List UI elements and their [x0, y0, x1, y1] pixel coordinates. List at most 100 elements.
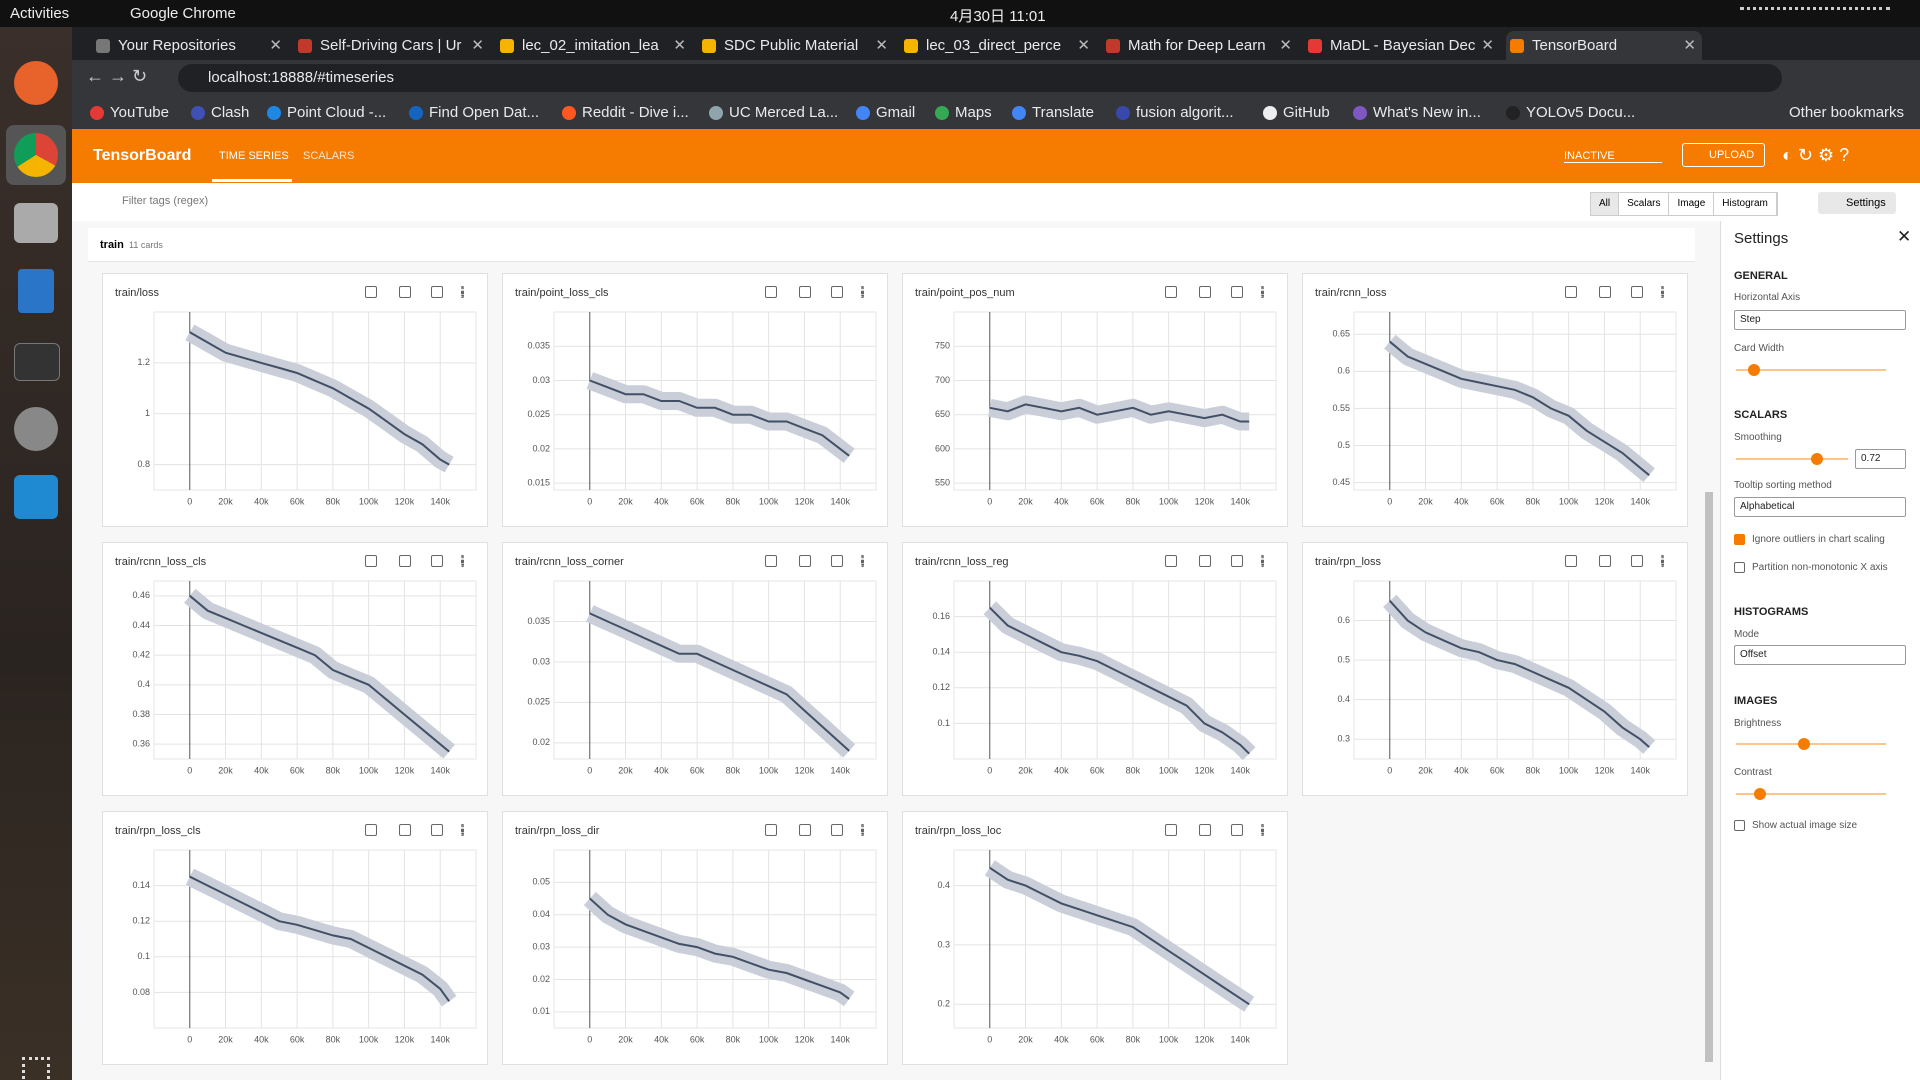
- card-action[interactable]: [765, 824, 777, 836]
- bookmark[interactable]: GitHub: [1263, 104, 1330, 121]
- tab-close[interactable]: ✕: [1077, 37, 1090, 54]
- card-width-slider[interactable]: [1736, 364, 1886, 376]
- card-action[interactable]: [861, 286, 864, 298]
- tab-close[interactable]: ✕: [1683, 37, 1696, 54]
- tab-close[interactable]: ✕: [875, 37, 888, 54]
- card-action[interactable]: [1199, 824, 1211, 836]
- smoothing-slider[interactable]: [1736, 453, 1848, 465]
- card-action[interactable]: [1199, 286, 1211, 298]
- card-action[interactable]: [765, 555, 777, 567]
- slider-knob[interactable]: [1754, 788, 1766, 800]
- bookmark[interactable]: UC Merced La...: [709, 104, 838, 121]
- checkbox[interactable]: [1734, 562, 1745, 573]
- tab-close[interactable]: ✕: [471, 37, 484, 54]
- slider-knob[interactable]: [1748, 364, 1760, 376]
- writer-icon[interactable]: [18, 269, 54, 313]
- card-action[interactable]: [399, 555, 411, 567]
- card-action[interactable]: [365, 286, 377, 298]
- close-settings[interactable]: ✕: [1897, 227, 1912, 246]
- files-icon[interactable]: [14, 203, 58, 243]
- card-action[interactable]: [1599, 286, 1611, 298]
- browser-tab[interactable]: MaDL - Bayesian Dec ✕: [1304, 31, 1500, 60]
- type-filter-option[interactable]: All: [1591, 193, 1620, 215]
- card-action[interactable]: [365, 555, 377, 567]
- card-action[interactable]: [1165, 286, 1177, 298]
- settings-icon[interactable]: [14, 407, 58, 451]
- checkbox[interactable]: [1734, 820, 1745, 831]
- upload-button[interactable]: UPLOAD: [1682, 143, 1766, 167]
- vscode-icon[interactable]: [14, 475, 58, 519]
- browser-tab[interactable]: Self-Driving Cars | Ur ✕: [294, 31, 490, 60]
- checkbox-checked[interactable]: [1734, 534, 1745, 545]
- card-action[interactable]: [1565, 555, 1577, 567]
- card-action[interactable]: [831, 555, 843, 567]
- card-action[interactable]: [399, 286, 411, 298]
- filter-input[interactable]: Filter tags (regex): [122, 195, 209, 207]
- firefox-icon[interactable]: [14, 61, 58, 105]
- other-bookmarks[interactable]: Other bookmarks: [1789, 104, 1905, 121]
- card-action[interactable]: [365, 824, 377, 836]
- horizontal-axis-select[interactable]: Step: [1734, 310, 1906, 330]
- group-header[interactable]: train 11 cards: [88, 228, 1695, 262]
- contrast-slider[interactable]: [1736, 788, 1886, 800]
- scrollbar[interactable]: [1705, 492, 1713, 1062]
- card-action[interactable]: [1565, 286, 1577, 298]
- card-action[interactable]: [799, 555, 811, 567]
- card-action[interactable]: [765, 286, 777, 298]
- terminal-icon[interactable]: [14, 343, 60, 381]
- nav-buttons[interactable]: ← → ↻: [86, 66, 148, 86]
- bookmark[interactable]: YOLOv5 Docu...: [1506, 104, 1635, 121]
- bookmark[interactable]: YouTube: [90, 104, 169, 121]
- card-action[interactable]: [431, 286, 443, 298]
- bookmark[interactable]: What's New in...: [1353, 104, 1481, 121]
- card-action[interactable]: [1199, 555, 1211, 567]
- slider-knob[interactable]: [1798, 738, 1810, 750]
- bookmark[interactable]: Clash: [191, 104, 249, 121]
- card-action[interactable]: [1231, 824, 1243, 836]
- tooltip-sorting-select[interactable]: Alphabetical: [1734, 497, 1906, 517]
- tab-time-series[interactable]: TIME SERIES: [219, 150, 289, 162]
- browser-tab[interactable]: TensorBoard ✕: [1506, 31, 1702, 60]
- bookmark[interactable]: Point Cloud -...: [267, 104, 386, 121]
- clock[interactable]: 4月30日 11:01: [950, 8, 1046, 25]
- settings-button[interactable]: Settings: [1818, 192, 1896, 214]
- card-action[interactable]: [1231, 286, 1243, 298]
- omnibox[interactable]: localhost:18888/#timeseries: [178, 64, 1782, 92]
- card-action[interactable]: [831, 824, 843, 836]
- card-action[interactable]: [1231, 555, 1243, 567]
- card-action[interactable]: [1599, 555, 1611, 567]
- card-action[interactable]: [1661, 555, 1664, 567]
- card-action[interactable]: [1261, 824, 1264, 836]
- tab-close[interactable]: ✕: [1481, 37, 1494, 54]
- bookmark[interactable]: Find Open Dat...: [409, 104, 539, 121]
- type-filter-option[interactable]: Histogram: [1714, 193, 1777, 215]
- card-action[interactable]: [1661, 286, 1664, 298]
- browser-tab[interactable]: lec_03_direct_perce ✕: [900, 31, 1096, 60]
- tab-scalars[interactable]: SCALARS: [303, 150, 355, 162]
- type-filter-option[interactable]: Image: [1669, 193, 1715, 215]
- app-grid[interactable]: [22, 1057, 50, 1080]
- card-action[interactable]: [461, 824, 464, 836]
- card-action[interactable]: [399, 824, 411, 836]
- tab-close[interactable]: ✕: [1279, 37, 1292, 54]
- browser-tab[interactable]: Your Repositories ✕: [92, 31, 288, 60]
- bookmark[interactable]: Reddit - Dive i...: [562, 104, 689, 121]
- tab-close[interactable]: ✕: [269, 37, 282, 54]
- card-action[interactable]: [861, 824, 864, 836]
- browser-tab[interactable]: SDC Public Material ✕: [698, 31, 894, 60]
- card-action[interactable]: [799, 286, 811, 298]
- bookmark[interactable]: fusion algorit...: [1116, 104, 1234, 121]
- brightness-slider[interactable]: [1736, 738, 1886, 750]
- card-action[interactable]: [861, 555, 864, 567]
- card-action[interactable]: [1261, 555, 1264, 567]
- browser-tab[interactable]: lec_02_imitation_lea ✕: [496, 31, 692, 60]
- mode-select[interactable]: Offset: [1734, 645, 1906, 665]
- app-menu[interactable]: Google Chrome: [130, 5, 236, 22]
- card-action[interactable]: [799, 824, 811, 836]
- bookmark[interactable]: Maps: [935, 104, 992, 121]
- tab-close[interactable]: ✕: [673, 37, 686, 54]
- card-action[interactable]: [431, 824, 443, 836]
- card-action[interactable]: [1261, 286, 1264, 298]
- type-filter-option[interactable]: Scalars: [1619, 193, 1670, 215]
- card-action[interactable]: [831, 286, 843, 298]
